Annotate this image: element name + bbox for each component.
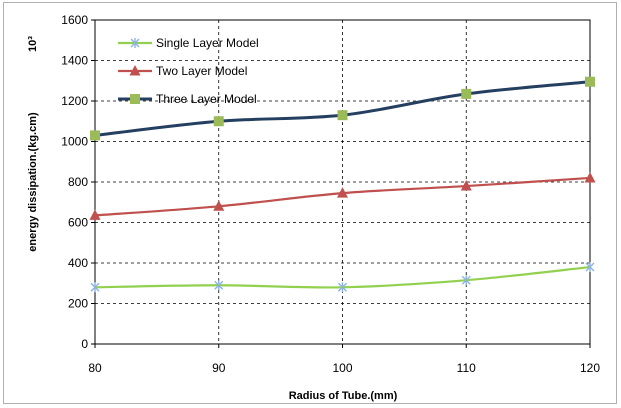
y-multiplier-label: 10³ [27, 36, 39, 52]
y-tick-label: 600 [68, 216, 88, 230]
series-3 [90, 76, 595, 141]
chart-frame [3, 2, 617, 404]
x-axis: 80 90 100 110 120 [88, 344, 600, 375]
y-axis-title: energy dissipation.(kg.cm) [27, 112, 39, 252]
data-point [213, 116, 224, 127]
data-point [337, 110, 348, 121]
y-tick-label: 1000 [61, 135, 88, 149]
data-point [90, 130, 100, 141]
data-point [584, 171, 596, 183]
data-point [337, 187, 348, 198]
data-point [585, 76, 595, 87]
legend-item: Two Layer Model [118, 64, 247, 78]
data-point [214, 280, 224, 291]
y-tick-label: 200 [68, 297, 88, 311]
data-point [89, 209, 101, 220]
x-tick-label: 100 [332, 361, 352, 375]
x-tick-label: 80 [88, 361, 102, 375]
series-group [89, 76, 596, 293]
y-tick-label: 1400 [61, 54, 88, 68]
legend-label: Three Layer Model [156, 92, 257, 106]
legend-marker [130, 94, 140, 104]
legend-label: Two Layer Model [156, 64, 247, 78]
series-1 [90, 262, 595, 293]
y-tick-label: 400 [68, 256, 88, 270]
data-point [461, 275, 471, 286]
series-2 [89, 171, 596, 220]
legend-marker [130, 38, 140, 48]
y-tick-label: 800 [68, 175, 88, 189]
legend-item: Single Layer Model [118, 36, 259, 50]
data-point [338, 282, 347, 293]
x-tick-label: 110 [457, 361, 476, 375]
y-tick-label: 1600 [61, 13, 88, 27]
y-tick-label: 1200 [61, 94, 88, 108]
data-point [460, 180, 472, 191]
y-axis: 0 200 400 600 800 1000 1200 1400 1600 [61, 13, 95, 351]
legend-item: Three Layer Model [118, 92, 257, 106]
data-point [585, 262, 595, 273]
data-point [90, 282, 100, 293]
data-point [213, 200, 225, 211]
series-line [94, 80, 591, 137]
data-point [461, 88, 472, 99]
legend-label: Single Layer Model [156, 36, 259, 50]
x-tick-label: 90 [212, 361, 226, 375]
legend: Single Layer Model Two Layer Model Three L… [118, 36, 259, 106]
x-axis-title: Radius of Tube.(mm) [289, 390, 398, 402]
legend-marker [129, 65, 141, 76]
y-tick-label: 0 [81, 337, 88, 351]
x-tick-label: 120 [580, 361, 600, 375]
